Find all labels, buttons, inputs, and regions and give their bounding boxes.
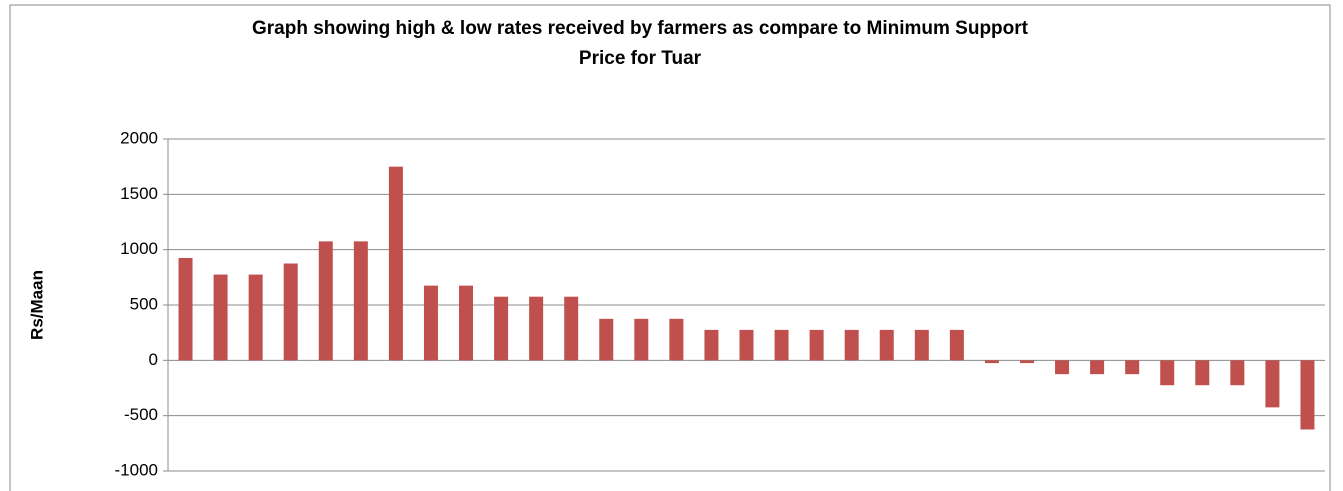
bar <box>1300 360 1315 430</box>
bar <box>353 241 368 361</box>
bar <box>879 329 894 361</box>
bar <box>564 296 579 361</box>
bar <box>599 318 614 361</box>
bar <box>949 329 964 361</box>
y-tick-label: 1000 <box>120 239 158 258</box>
bar <box>1055 360 1070 375</box>
bar <box>704 329 719 361</box>
y-tick-label: 1500 <box>120 184 158 203</box>
bar <box>213 274 228 361</box>
bar <box>1230 360 1245 386</box>
bar <box>529 296 544 361</box>
bar <box>739 329 754 361</box>
y-tick-label: 0 <box>149 350 158 369</box>
bar <box>809 329 824 361</box>
bar <box>283 263 298 361</box>
bar <box>1195 360 1210 386</box>
chart-frame <box>9 4 1331 491</box>
bar <box>494 296 509 361</box>
bar <box>774 329 789 361</box>
bar <box>248 274 263 361</box>
bar <box>1265 360 1280 408</box>
bar <box>634 318 649 361</box>
bar <box>1090 360 1105 375</box>
chart-title: Graph showing high & low rates received … <box>252 18 1028 69</box>
bar <box>914 329 929 361</box>
y-tick-label: -500 <box>124 405 158 424</box>
bar <box>423 285 438 361</box>
bar <box>459 285 474 361</box>
bar <box>1125 360 1140 375</box>
bar <box>178 257 193 361</box>
y-axis-label: Rs/Maan <box>27 270 46 340</box>
y-tick-label: 2000 <box>120 128 158 147</box>
bar <box>984 360 999 364</box>
bar <box>844 329 859 361</box>
y-tick-label: 500 <box>130 294 158 313</box>
bar <box>388 166 403 361</box>
bar <box>669 318 684 361</box>
y-tick-label: -1000 <box>115 460 158 479</box>
bar <box>1160 360 1175 386</box>
bar <box>318 241 333 361</box>
bar <box>1019 360 1034 364</box>
